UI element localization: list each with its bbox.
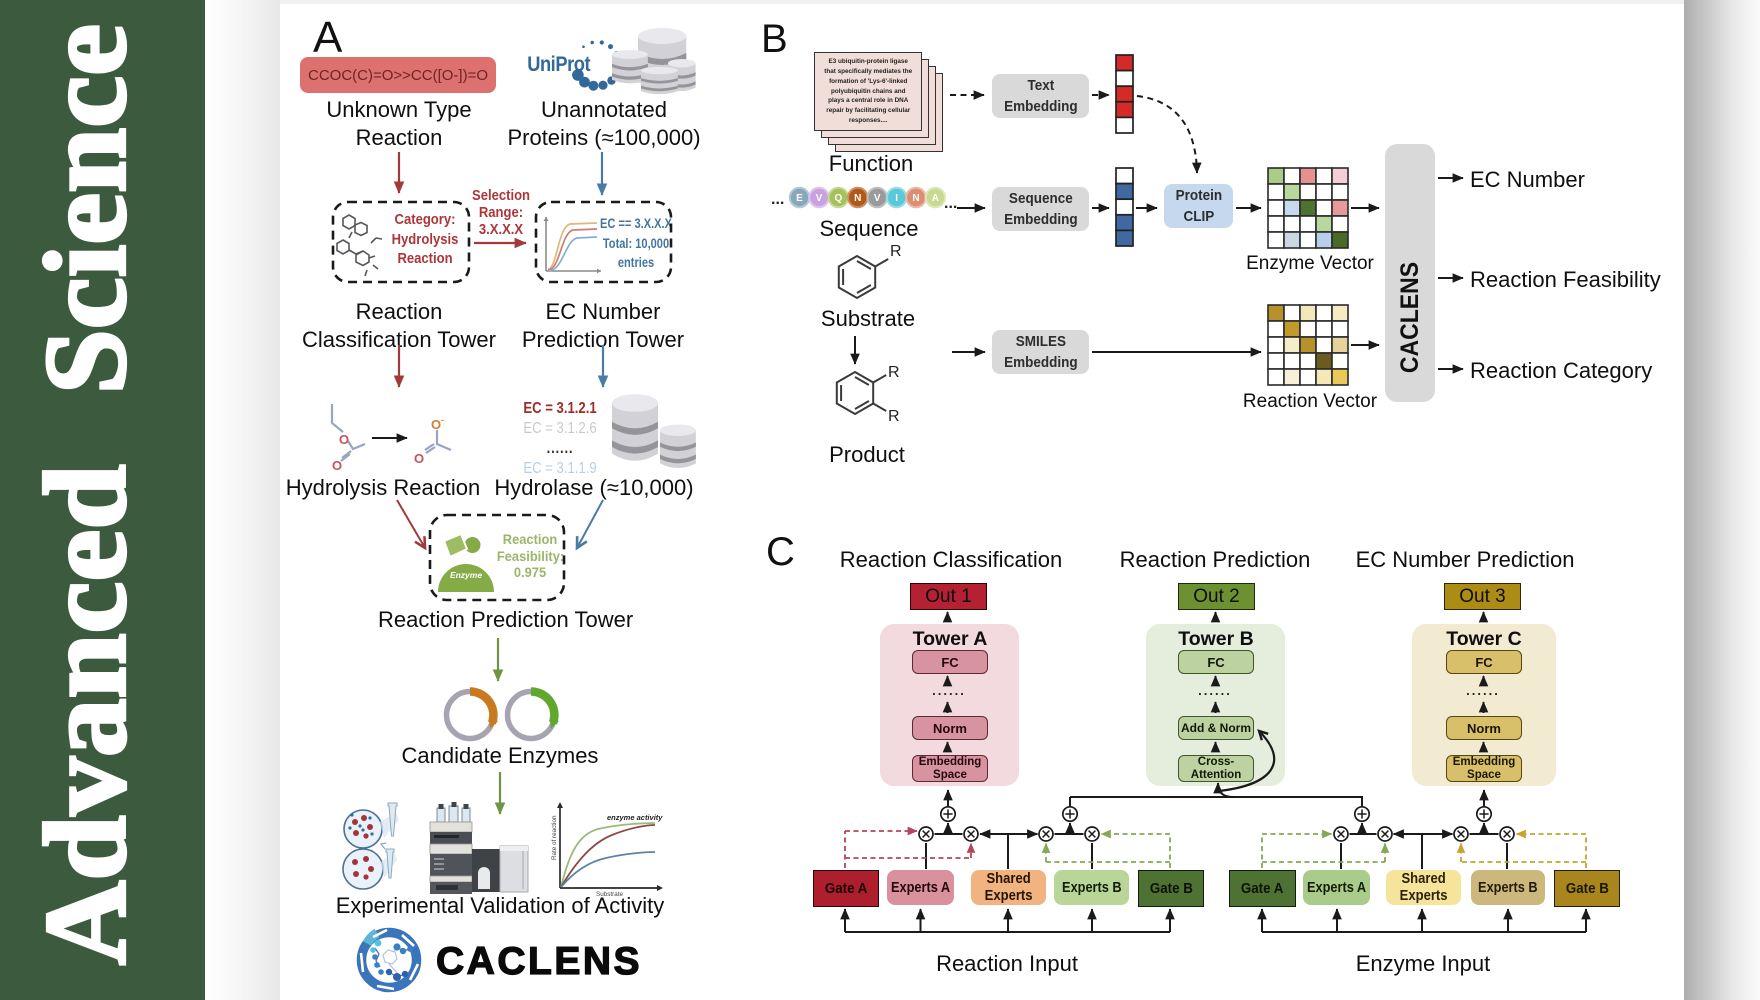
svg-text:R: R bbox=[890, 243, 902, 260]
svg-text:Rate of reaction: Rate of reaction bbox=[551, 815, 558, 860]
svg-text:N: N bbox=[854, 193, 861, 204]
svg-text:E: E bbox=[796, 193, 803, 204]
svg-text:R: R bbox=[888, 364, 900, 381]
svg-text:Enzyme: Enzyme bbox=[450, 570, 482, 580]
svg-text:Substrate: Substrate bbox=[596, 891, 623, 898]
svg-text:R: R bbox=[888, 408, 900, 425]
svg-text:V: V bbox=[816, 193, 823, 204]
svg-text:-: - bbox=[441, 415, 444, 425]
svg-text:O: O bbox=[431, 417, 441, 432]
svg-text:...: ... bbox=[944, 195, 957, 212]
svg-text:Q: Q bbox=[835, 193, 843, 204]
svg-text:...: ... bbox=[771, 191, 784, 208]
svg-text:O: O bbox=[332, 458, 342, 473]
svg-text:I: I bbox=[895, 193, 898, 204]
svg-text:A: A bbox=[932, 193, 939, 204]
svg-text:enzyme activity: enzyme activity bbox=[607, 813, 663, 822]
svg-text:O: O bbox=[339, 432, 349, 447]
svg-text:O: O bbox=[414, 451, 424, 466]
svg-text:N: N bbox=[912, 193, 919, 204]
svg-text:V: V bbox=[874, 193, 881, 204]
